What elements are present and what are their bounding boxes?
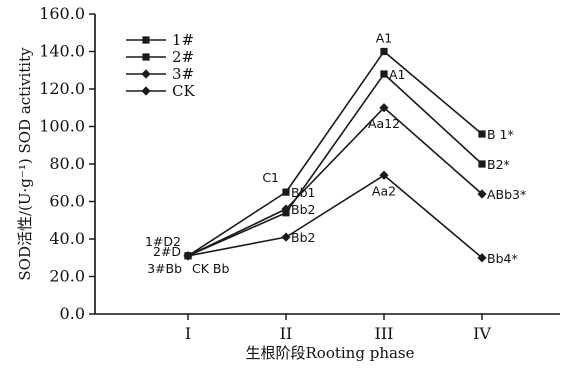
legend-label: CK <box>172 82 195 100</box>
x-axis-ticks: I II III IV <box>185 314 491 343</box>
series-1 <box>184 47 486 260</box>
legend-item-3: 3# <box>126 65 194 83</box>
data-label: 2#D <box>153 244 181 259</box>
legend-swatch-marker <box>142 53 150 61</box>
y-tick-label: 20.0 <box>49 267 85 286</box>
data-point <box>281 204 291 214</box>
y-tick-label: 100.0 <box>39 117 85 136</box>
data-point <box>282 188 290 196</box>
series-line <box>187 106 483 257</box>
series-line <box>187 50 483 257</box>
legend-swatch-marker <box>142 36 150 44</box>
y-tick-label: 60.0 <box>49 192 85 211</box>
data-point <box>477 189 487 199</box>
x-tick-label: I <box>185 324 191 343</box>
y-tick-label: 160.0 <box>39 4 85 23</box>
legend-item-ck: CK <box>126 82 195 100</box>
series-layer <box>183 47 487 263</box>
x-tick-label: II <box>280 324 293 343</box>
x-tick-label: IV <box>473 324 491 343</box>
series-ck <box>183 170 487 263</box>
data-label: Aa2 <box>372 183 396 198</box>
y-tick-label: 40.0 <box>49 229 85 248</box>
data-label: A1 <box>376 31 393 46</box>
legend-item-2: 2# <box>126 48 194 66</box>
legend-swatch-marker <box>141 86 151 96</box>
data-annotations: 1#D22#D 3#Bb CK Bb C1 Bb1 Bb2 Bb2 A1 A1 Aa12 Aa2 B … <box>145 31 526 276</box>
series-line <box>187 73 483 257</box>
series-line <box>187 174 483 259</box>
data-label: 3#Bb <box>147 261 182 276</box>
data-label: Aa12 <box>368 116 400 131</box>
data-label: CK Bb <box>192 261 229 276</box>
y-tick-label: 120.0 <box>39 79 85 98</box>
data-label: Bb2 <box>291 230 315 245</box>
legend-label: 1# <box>172 31 194 49</box>
data-point <box>477 253 487 263</box>
data-point <box>281 232 291 242</box>
legend: 1#2#3#CK <box>126 31 195 100</box>
y-axis-ticks: 0.0 20.0 40.0 60.0 80.0 100.0 120.0 140.0 160.0 <box>39 4 95 323</box>
data-label: ABb3* <box>487 187 526 202</box>
data-point <box>379 170 389 180</box>
data-point <box>478 160 486 168</box>
legend-item-1: 1# <box>126 31 194 49</box>
data-label: Bb2 <box>291 202 315 217</box>
data-label: Bb1 <box>291 185 315 200</box>
data-label: 1#D2 <box>145 234 181 249</box>
data-label: A1 <box>389 67 406 82</box>
data-label: B2* <box>487 157 510 172</box>
y-tick-label: 140.0 <box>39 42 85 61</box>
y-axis-title: SOD活性/(U·g⁻¹) SOD activitity <box>16 47 34 281</box>
y-tick-label: 0.0 <box>60 304 85 323</box>
data-label: B 1* <box>487 127 514 142</box>
data-point <box>183 251 193 261</box>
data-point <box>380 70 388 78</box>
legend-label: 2# <box>172 48 194 66</box>
data-point <box>478 130 486 138</box>
data-label: Bb4* <box>487 251 518 266</box>
x-tick-label: III <box>375 324 394 343</box>
data-point <box>379 103 389 113</box>
x-axis-title: 生根阶段Rooting phase <box>246 344 415 362</box>
y-tick-label: 80.0 <box>49 154 85 173</box>
legend-label: 3# <box>172 65 194 83</box>
data-label: C1 <box>262 170 279 185</box>
data-point <box>380 47 388 56</box>
legend-swatch-marker <box>141 69 151 79</box>
